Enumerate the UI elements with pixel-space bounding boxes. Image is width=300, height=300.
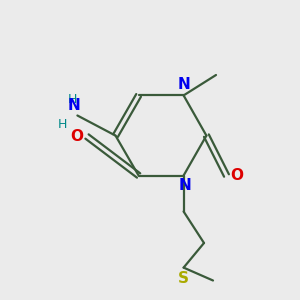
Text: O: O <box>70 129 83 144</box>
Text: N: N <box>177 77 190 92</box>
Text: S: S <box>178 271 189 286</box>
Text: H: H <box>58 118 67 131</box>
Text: H: H <box>67 93 77 106</box>
Text: N: N <box>68 98 81 112</box>
Text: N: N <box>179 178 191 193</box>
Text: O: O <box>230 168 243 183</box>
